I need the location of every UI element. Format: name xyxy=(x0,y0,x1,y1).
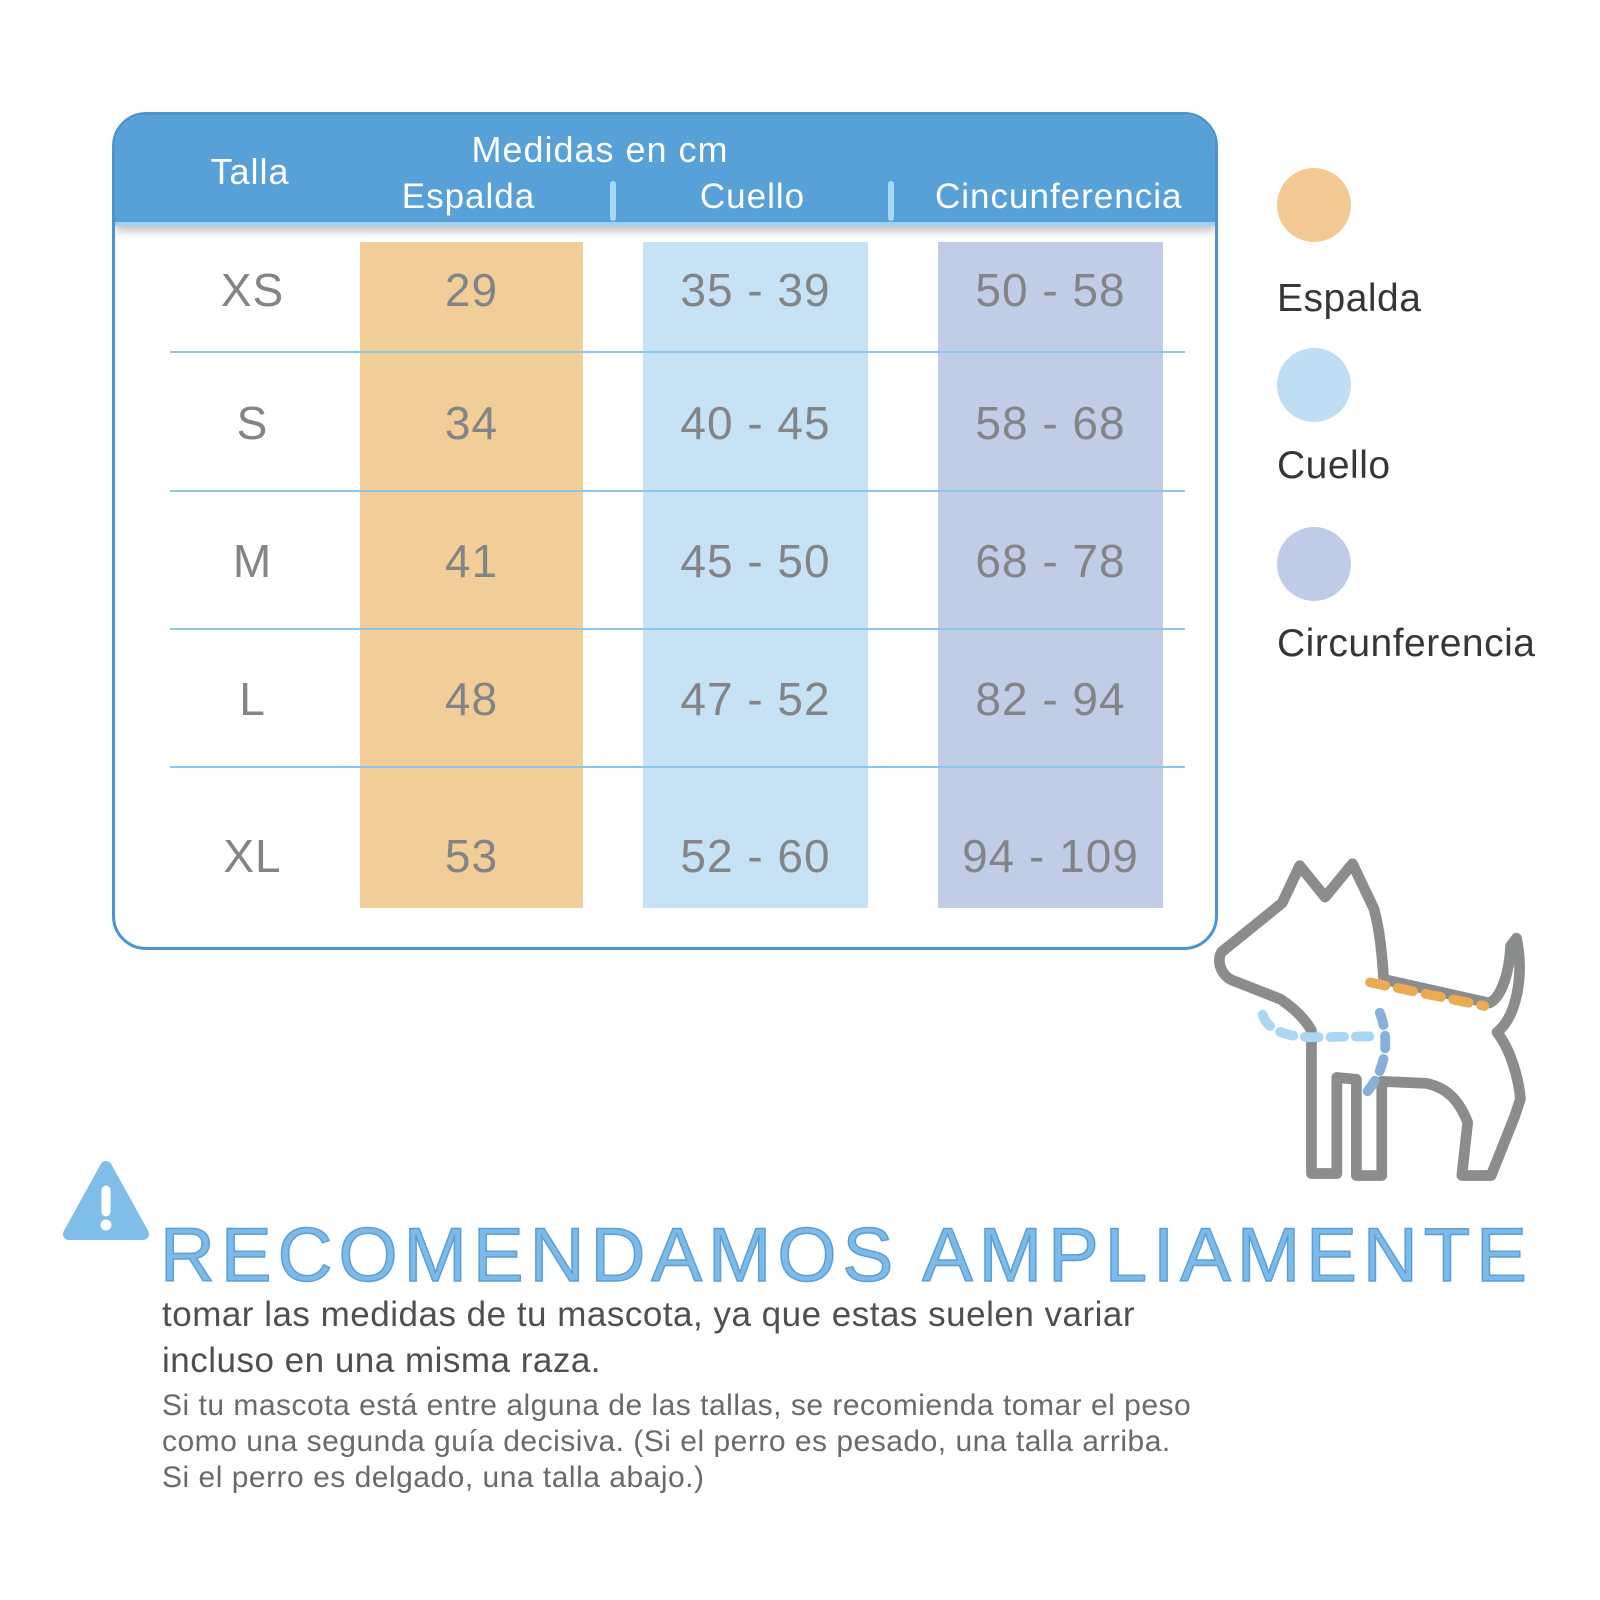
note-paragraph-1-line: incluso en una misma raza. xyxy=(162,1341,602,1380)
cell-circunferencia: 68 - 78 xyxy=(975,535,1126,587)
table-row: XL 53 52 - 60 94 - 109 xyxy=(115,768,1215,944)
note-paragraph-1-line: tomar las medidas de tu mascota, ya que … xyxy=(162,1295,1136,1334)
table-row: XS 29 35 - 39 50 - 58 xyxy=(115,226,1215,353)
legend-swatch-cuello xyxy=(1277,348,1351,422)
table-body: XS 29 35 - 39 50 - 58 S 34 40 - 45 58 - … xyxy=(115,226,1215,944)
size-table: Talla Medidas en cm Espalda Cuello Cincu… xyxy=(112,112,1218,950)
cell-circunferencia: 82 - 94 xyxy=(975,673,1126,725)
table-header: Talla Medidas en cm Espalda Cuello Cincu… xyxy=(115,115,1215,226)
legend-swatch-espalda xyxy=(1277,168,1351,242)
legend-swatch-circunferencia xyxy=(1277,527,1351,601)
note-paragraph-2: Si tu mascota está entre alguna de las t… xyxy=(162,1388,1191,1496)
cell-talla: XL xyxy=(223,830,282,882)
cell-circunferencia: 58 - 68 xyxy=(975,396,1126,449)
size-column-header: Talla xyxy=(210,151,290,192)
cell-espalda: 41 xyxy=(444,535,499,587)
circunferencia-column-highlight xyxy=(938,242,1163,908)
dog-outline xyxy=(1214,858,1526,1181)
cell-cuello: 45 - 50 xyxy=(680,535,831,587)
table-title: Medidas en cm xyxy=(471,129,729,170)
cell-talla: L xyxy=(239,673,266,725)
cell-espalda: 29 xyxy=(444,263,499,316)
table-row: S 34 40 - 45 58 - 68 xyxy=(115,353,1215,492)
table-row: L 48 47 - 52 82 - 94 xyxy=(115,630,1215,768)
cell-espalda: 53 xyxy=(444,830,499,882)
column-header-cuello: Cuello xyxy=(699,177,806,216)
dog-measurement-illustration xyxy=(1214,858,1526,1181)
warning-icon xyxy=(63,1161,149,1240)
cell-circunferencia: 94 - 109 xyxy=(962,830,1139,882)
cell-talla: M xyxy=(232,535,273,587)
cuello-column-highlight xyxy=(643,242,868,908)
warning-exclamation-dot xyxy=(100,1219,112,1231)
note-paragraph-2-line: Si tu mascota está entre alguna de las t… xyxy=(162,1389,1192,1422)
cell-circunferencia: 50 - 58 xyxy=(975,263,1126,316)
table-rows: XS 29 35 - 39 50 - 58 S 34 40 - 45 58 - … xyxy=(115,226,1215,944)
header-divider xyxy=(610,181,616,221)
column-header-espalda: Espalda xyxy=(401,177,536,216)
cell-talla: S xyxy=(236,396,269,449)
cuello-measure-dashes xyxy=(1257,1009,1377,1043)
cell-cuello: 52 - 60 xyxy=(680,830,831,882)
legend-label-cuello: Cuello xyxy=(1277,444,1391,487)
column-header-circunferencia: Cincunferencia xyxy=(935,177,1183,216)
note-paragraph-2-line: como una segunda guía decisiva. (Si el p… xyxy=(162,1425,1171,1458)
espalda-measure-dashes xyxy=(1365,977,1490,1011)
note-paragraph-1: tomar las medidas de tu mascota, ya que … xyxy=(162,1292,1135,1384)
cell-cuello: 47 - 52 xyxy=(680,673,831,725)
cell-cuello: 35 - 39 xyxy=(680,263,831,316)
cell-espalda: 48 xyxy=(444,673,499,725)
cell-talla: XS xyxy=(220,263,285,316)
legend-label-espalda: Espalda xyxy=(1277,277,1422,320)
table-row: M 41 45 - 50 68 - 78 xyxy=(115,492,1215,630)
circunferencia-measure-dashes xyxy=(1359,1007,1391,1101)
note-paragraph-2-line: Si el perro es delgado, una talla abajo.… xyxy=(162,1461,705,1494)
legend-label-circunferencia: Circunferencia xyxy=(1277,622,1536,665)
header-divider xyxy=(888,181,894,221)
cell-espalda: 34 xyxy=(444,396,499,449)
cell-cuello: 40 - 45 xyxy=(680,396,831,449)
espalda-column-highlight xyxy=(360,242,583,908)
note-heading: RECOMENDAMOS AMPLIAMENTE xyxy=(159,1212,1533,1299)
